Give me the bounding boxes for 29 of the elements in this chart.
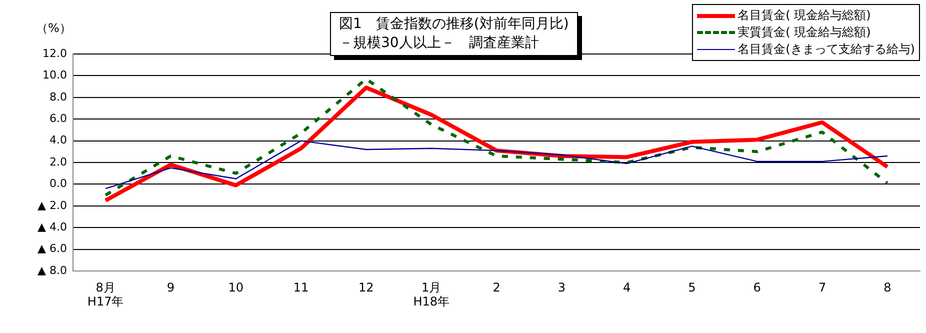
y-tick-label: 6.0 (50, 112, 67, 125)
x-tick-label: 3 (558, 280, 566, 294)
x-tick-label: 11 (293, 280, 309, 294)
y-tick-label: ▲ 4.0 (38, 220, 67, 234)
chart-title: 図1 賃金指数の推移(対前年同月比) －規模30人以上－ 調査産業計 (330, 12, 578, 56)
x-tick-label: 7 (818, 280, 826, 294)
x-tick-label: 1月 H18年 (413, 280, 450, 309)
legend-label: 実質賃金( 現金給与総額) (738, 24, 871, 41)
y-tick-label: ▲ 2.0 (38, 198, 67, 212)
x-tick-label: 8月 H17年 (87, 280, 124, 309)
x-tick-label: 8 (884, 280, 892, 294)
y-tick-label: 10.0 (42, 68, 67, 82)
y-tick-label: ▲ 6.0 (38, 242, 67, 256)
y-axis-title: （%） (36, 20, 72, 37)
y-tick-label: 12.0 (42, 46, 67, 60)
x-tick-label: 6 (753, 280, 761, 294)
y-tick-label: 0.0 (50, 177, 67, 190)
y-tick-label: 8.0 (50, 90, 67, 104)
x-tick-label: 4 (622, 280, 631, 294)
x-tick-label: 10 (228, 280, 244, 294)
y-tick-label: 4.0 (50, 134, 67, 147)
x-tick-label: 5 (688, 280, 696, 294)
y-tick-label: 2.0 (50, 155, 67, 168)
x-tick-label: 2 (492, 280, 500, 294)
x-tick-label: 9 (166, 280, 175, 294)
legend-label: 名目賃金( 現金給与総額) (738, 7, 871, 24)
legend-label: 名目賃金(きまって支給する給与) (738, 41, 915, 58)
x-tick-label: 12 (358, 280, 374, 294)
y-tick-label: ▲ 8.0 (38, 264, 67, 277)
